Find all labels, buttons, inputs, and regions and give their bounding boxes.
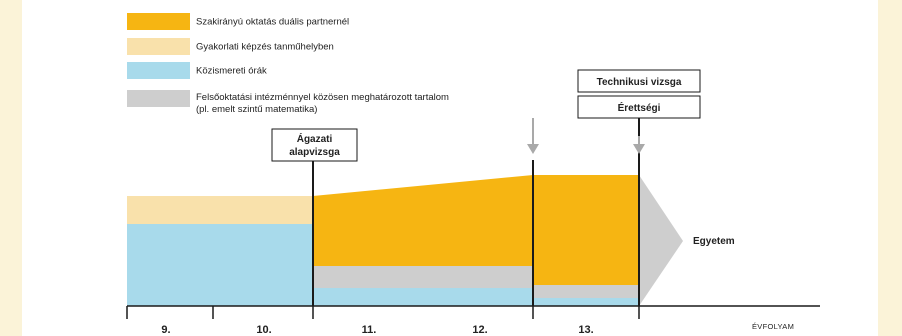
grade-axis: 9. 10. 11. 12. 13. ÉVFOLYAM <box>126 305 820 336</box>
band-higher-ed-13 <box>533 285 639 298</box>
university-arrow-shape <box>639 175 683 306</box>
legend-label-higher-ed: Felsőoktatási intézménnyel közösen megha… <box>196 92 449 103</box>
legend-swatch-higher-ed <box>127 90 190 107</box>
band-general-13 <box>533 298 639 306</box>
band-workshop-9-10 <box>127 196 313 224</box>
legend-swatch-workshop <box>127 38 190 55</box>
legend-label-general: Közismereti órák <box>196 66 267 77</box>
down-arrow-icon <box>527 118 539 154</box>
legend-label-higher-ed-note: (pl. emelt szintű matematika) <box>196 104 317 115</box>
band-dual-11-12 <box>313 175 533 266</box>
axis-title: ÉVFOLYAM <box>752 322 794 331</box>
legend-swatch-general <box>127 62 190 79</box>
down-arrow-icon <box>633 136 645 154</box>
grade-label-11: 11. <box>362 324 377 336</box>
technical-exam-box: Technikusi vizsga <box>577 69 701 93</box>
band-dual-13 <box>533 175 639 285</box>
matura-exam-label: Érettségi <box>618 101 661 114</box>
technical-exam-label: Technikusi vizsga <box>597 77 682 88</box>
band-general-9-10 <box>127 224 313 306</box>
legend-label-workshop: Gyakorlati képzés tanműhelyben <box>196 42 334 53</box>
sector-exam-box: Ágazati alapvizsga <box>271 128 358 162</box>
band-higher-ed-11-12 <box>313 266 533 288</box>
grade-label-9: 9. <box>161 324 170 336</box>
destination-label: Egyetem <box>693 236 735 247</box>
legend-label-dual: Szakirányú oktatás duális partnernél <box>196 17 349 28</box>
pathway-bands <box>127 175 683 306</box>
sector-exam-label-line2: alapvizsga <box>289 147 340 158</box>
legend: Szakirányú oktatás duális partnernél Gya… <box>127 13 449 115</box>
matura-exam-box: Érettségi <box>577 95 701 119</box>
grade-label-13: 13. <box>578 324 593 336</box>
legend-swatch-dual <box>127 13 190 30</box>
grade-label-10: 10. <box>256 324 271 336</box>
grade-label-12: 12. <box>472 324 487 336</box>
sector-exam-label-line1: Ágazati <box>297 132 333 145</box>
band-general-11-12 <box>313 288 533 306</box>
